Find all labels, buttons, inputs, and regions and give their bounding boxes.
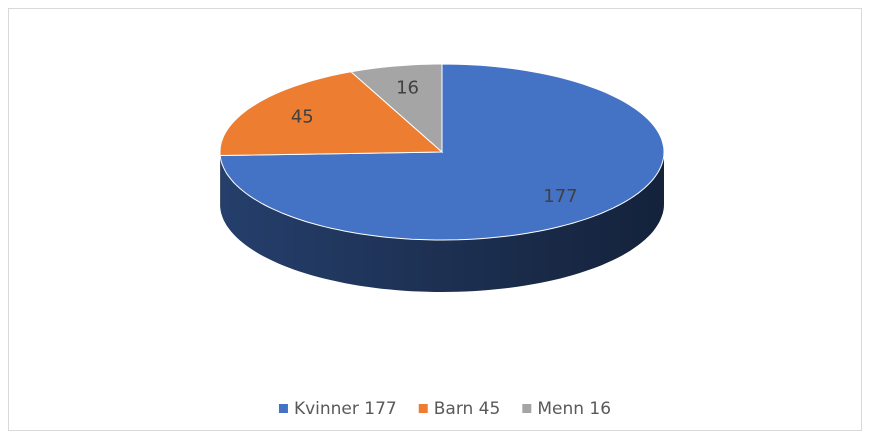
legend-swatch [418, 404, 428, 413]
legend-label: Kvinner 177 [294, 399, 397, 419]
legend-swatch [278, 404, 288, 413]
data-label: 45 [291, 107, 314, 128]
pie-side [220, 152, 664, 292]
pie-slice [219, 71, 444, 157]
legend-label: Barn 45 [434, 399, 501, 419]
legend-label: Menn 16 [537, 399, 611, 419]
data-label: 177 [543, 186, 577, 207]
pie-slice [349, 63, 443, 154]
data-label: 16 [396, 77, 419, 98]
legend-swatch [522, 404, 532, 413]
